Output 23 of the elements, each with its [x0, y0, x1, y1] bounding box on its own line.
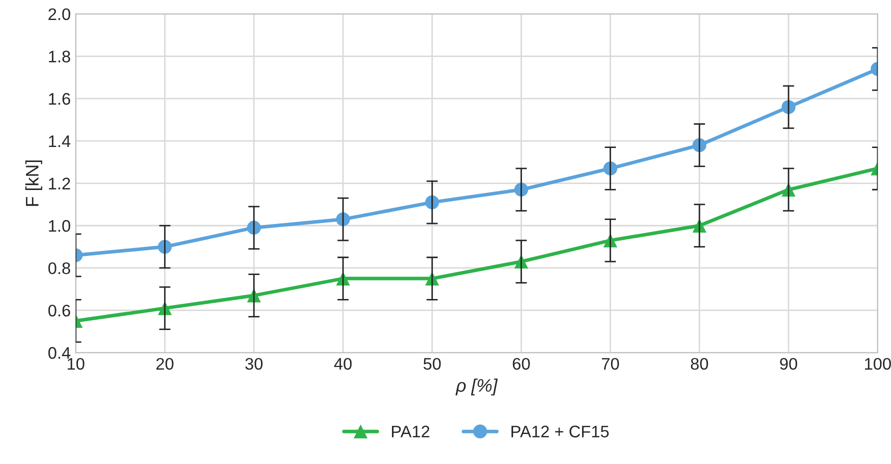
y-tick-label: 0.8 — [48, 262, 70, 274]
x-tick-label: 100 — [865, 358, 891, 370]
x-tick-label: 50 — [424, 358, 441, 370]
y-tick-label: 1.4 — [48, 136, 70, 147]
x-tick-label: 10 — [68, 358, 84, 370]
legend-label: PA12 + CF15 — [512, 426, 609, 438]
y-tick-label: 1.2 — [48, 178, 70, 190]
x-tick-label: 60 — [512, 358, 530, 370]
y-tick-label: 1.6 — [48, 93, 70, 105]
x-tick-label: 30 — [245, 358, 263, 370]
x-axis-title: ρ [%] — [456, 378, 498, 396]
x-tick-label: 20 — [156, 358, 174, 370]
x-tick-label: 90 — [780, 358, 798, 370]
y-tick-label: 0.4 — [48, 347, 70, 359]
y-tick-label: 0.6 — [48, 304, 70, 317]
y-axis-title: F [kN] — [25, 160, 42, 206]
x-tick-label: 40 — [334, 358, 352, 370]
y-tick-label: 1.0 — [48, 220, 70, 232]
y-tick-label: 1.8 — [48, 50, 70, 62]
x-tick-label: 70 — [602, 358, 619, 370]
legend-label: PA12 — [392, 426, 430, 438]
x-tick-label: 80 — [690, 358, 708, 370]
y-tick-label: 2.0 — [48, 8, 70, 20]
